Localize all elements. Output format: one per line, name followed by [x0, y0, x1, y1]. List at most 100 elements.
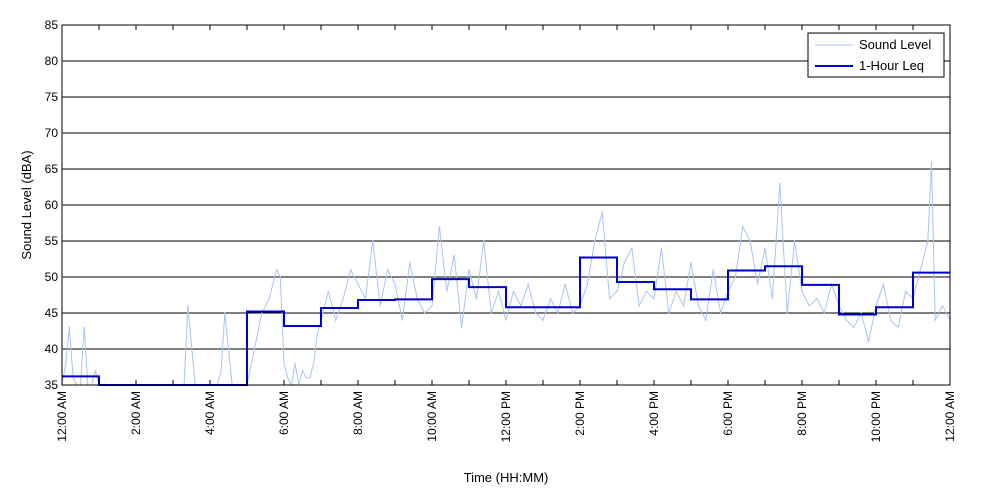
sound-level-point [309, 377, 311, 379]
sound-level-point [498, 290, 500, 292]
sound-level-point [276, 269, 278, 271]
ytick-label-70: 70 [45, 126, 59, 140]
sound-level-point [549, 298, 552, 300]
xtick-label: 2:00 PM [573, 391, 587, 436]
sound-level-point [438, 226, 440, 228]
sound-level-point [868, 341, 870, 343]
xtick-label: 8:00 AM [351, 391, 365, 435]
sound-level-point [305, 377, 307, 379]
sound-level-point [357, 283, 359, 285]
y-axis-ticks: 35 40 45 50 55 60 65 70 75 80 85 [45, 18, 67, 392]
sound-level-point [668, 312, 670, 314]
sound-level-point [394, 283, 396, 285]
ytick-label-75: 75 [45, 90, 59, 104]
sound-level-point [638, 305, 640, 307]
sound-level-point [749, 240, 751, 242]
xtick-label: 12:00 AM [55, 391, 69, 442]
ytick-label-55: 55 [45, 234, 59, 248]
sound-level-point [424, 312, 426, 314]
x-axis-title: Time (HH:MM) [464, 470, 549, 485]
sound-level-point [335, 319, 337, 321]
xtick-label: 4:00 AM [203, 391, 217, 435]
sound-level-point [934, 319, 936, 321]
sound-level-point [224, 312, 226, 314]
sound-level-point [483, 240, 485, 242]
series-leq-step-line [62, 256, 950, 386]
sound-level-point [72, 377, 74, 379]
sound-level-point [564, 283, 566, 285]
sound-level-point [771, 298, 774, 300]
sound-level-point [372, 240, 374, 242]
sound-level-point [786, 312, 788, 314]
sound-level-point [268, 298, 270, 300]
sound-level-point [505, 319, 507, 321]
ytick-label-85: 85 [45, 18, 59, 32]
xtick-label: 2:00 AM [129, 391, 143, 435]
sound-level-point [609, 298, 611, 300]
sound-level-point [586, 283, 589, 285]
sound-level-point [453, 254, 455, 256]
legend-box [807, 32, 945, 78]
xtick-label: 4:00 PM [647, 391, 661, 436]
sound-level-point [542, 319, 544, 321]
ytick-label-40: 40 [45, 342, 59, 356]
sound-level-point [512, 290, 515, 292]
sound-level-point [683, 305, 685, 307]
sound-level-point [764, 247, 766, 249]
sound-level-point [468, 269, 470, 271]
sound-level-point [94, 370, 96, 372]
ytick-label-35: 35 [45, 378, 59, 392]
sound-level-point [930, 161, 933, 163]
sound-level-point [557, 312, 559, 314]
sound-level-point [409, 262, 411, 264]
sound-level-point [660, 247, 663, 249]
sound-level-point [845, 319, 848, 321]
y-axis-title: Sound Level (dBA) [19, 150, 34, 259]
sound-level-point [387, 269, 389, 271]
xtick-label: 8:00 PM [795, 391, 809, 436]
sound-level-point [490, 312, 492, 314]
sound-level-point [313, 362, 315, 364]
xtick-label: 6:00 AM [277, 391, 291, 435]
sound-level-point [327, 290, 329, 292]
sound-level-point [623, 262, 626, 264]
sound-level-point [712, 269, 714, 271]
sound-level-point [808, 305, 811, 307]
sound-level-point [942, 305, 944, 307]
sound-level-point [431, 305, 433, 307]
sound-level-point [882, 283, 885, 285]
sound-level-point [283, 362, 285, 364]
sound-level-point [742, 226, 744, 228]
sound-level-point [697, 305, 700, 307]
sound-level-point [816, 298, 818, 300]
sound-level-point [301, 370, 304, 372]
xtick-label: 6:00 PM [721, 391, 735, 436]
sound-level-point [83, 326, 85, 328]
sound-level-point [253, 348, 255, 350]
sound-level-point [794, 240, 796, 242]
sound-level-point [720, 312, 722, 314]
xtick-label: 10:00 PM [869, 391, 883, 442]
sound-level-point [294, 362, 296, 364]
sound-level-point [287, 377, 289, 379]
x-axis-ticks: 12:00 AM 2:00 AM 4:00 AM 6:00 AM 8:00 AM 10:0… [55, 25, 957, 442]
sound-level-point [653, 298, 655, 300]
sound-level-point [520, 305, 522, 307]
sound-level-point [646, 290, 648, 292]
sound-level-point [350, 269, 352, 271]
sound-level-point [927, 240, 929, 242]
sound-level-point [261, 312, 263, 314]
sound-level-point [401, 319, 403, 321]
xtick-label: 10:00 AM [425, 391, 439, 442]
sound-level-point [527, 283, 529, 285]
sound-level-point [919, 269, 922, 271]
series-layer [61, 161, 951, 387]
xtick-label: 12:00 PM [499, 391, 513, 442]
sound-level-point [316, 334, 318, 336]
sound-level-point [779, 182, 781, 184]
sound-level-point [342, 298, 344, 300]
sound-level-point [461, 326, 463, 328]
sound-level-point [446, 290, 448, 292]
sound-level-point [875, 305, 877, 307]
